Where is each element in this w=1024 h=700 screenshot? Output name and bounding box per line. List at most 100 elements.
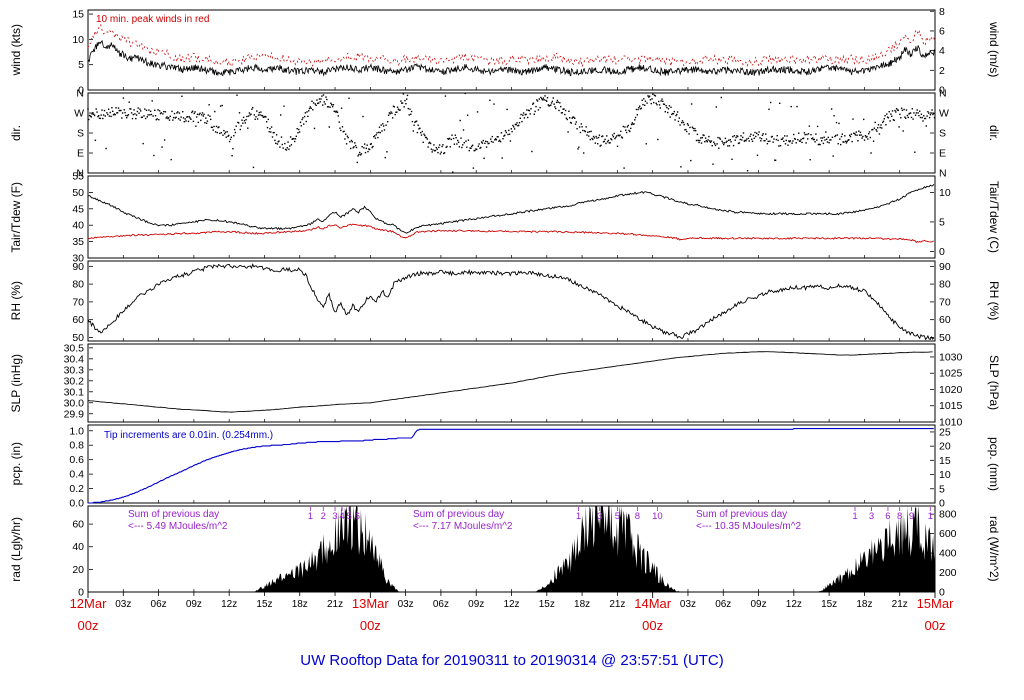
ylabel-rad-right: rad (W/m^2) bbox=[987, 516, 1001, 582]
svg-text:3: 3 bbox=[869, 511, 874, 522]
ylabel-tair-right: Tair/Tdew (C) bbox=[987, 180, 1001, 253]
svg-text:45: 45 bbox=[72, 203, 84, 215]
svg-text:800: 800 bbox=[939, 509, 957, 521]
chart-title: UW Rooftop Data for 20190311 to 20190314… bbox=[300, 652, 724, 669]
svg-text:06z: 06z bbox=[151, 599, 167, 610]
svg-text:0: 0 bbox=[939, 587, 945, 599]
rad-sum-annotation-day1: Sum of previous day <--- 5.49 MJoules/m^… bbox=[128, 509, 227, 532]
rad-sum-line1: Sum of previous day bbox=[413, 509, 505, 520]
svg-text:30.5: 30.5 bbox=[64, 342, 85, 354]
svg-text:1.0: 1.0 bbox=[69, 425, 84, 437]
svg-text:1010: 1010 bbox=[939, 416, 963, 428]
svg-text:W: W bbox=[74, 108, 84, 120]
svg-text:03z: 03z bbox=[398, 599, 414, 610]
svg-text:S: S bbox=[939, 128, 946, 140]
svg-text:9: 9 bbox=[909, 511, 914, 522]
svg-text:15: 15 bbox=[72, 9, 84, 21]
svg-text:80: 80 bbox=[939, 279, 951, 291]
svg-text:30.1: 30.1 bbox=[64, 386, 85, 398]
ylabel-wind-right: wind (m/s) bbox=[987, 22, 1001, 78]
svg-text:20: 20 bbox=[939, 441, 951, 453]
svg-text:8: 8 bbox=[635, 511, 640, 522]
svg-text:70: 70 bbox=[72, 296, 84, 308]
svg-text:4: 4 bbox=[339, 511, 344, 522]
svg-text:1: 1 bbox=[852, 511, 857, 522]
svg-text:12Mar: 12Mar bbox=[70, 596, 108, 611]
svg-text:21z: 21z bbox=[327, 599, 343, 610]
svg-text:90: 90 bbox=[939, 261, 951, 273]
svg-text:10: 10 bbox=[939, 469, 951, 481]
rad-sum-line2: <--- 10.35 MJoules/m^2 bbox=[696, 520, 802, 532]
svg-text:18z: 18z bbox=[292, 599, 308, 610]
svg-text:90: 90 bbox=[72, 261, 84, 273]
svg-text:0.0: 0.0 bbox=[69, 498, 84, 510]
rad-sum-annotation-day2: Sum of previous day <--- 7.17 MJoules/m^… bbox=[413, 509, 512, 532]
svg-text:400: 400 bbox=[939, 548, 957, 560]
svg-text:29.9: 29.9 bbox=[64, 408, 85, 420]
svg-text:E: E bbox=[939, 148, 946, 160]
svg-text:5: 5 bbox=[615, 511, 620, 522]
wind-peak-annotation: 10 min. peak winds in red bbox=[96, 14, 210, 25]
svg-text:60: 60 bbox=[939, 314, 951, 326]
svg-text:30.2: 30.2 bbox=[64, 375, 85, 387]
svg-text:N: N bbox=[939, 88, 947, 100]
svg-text:0: 0 bbox=[78, 85, 84, 97]
svg-text:8: 8 bbox=[897, 511, 902, 522]
svg-text:5: 5 bbox=[939, 216, 945, 228]
svg-text:55: 55 bbox=[72, 171, 84, 183]
ylabel-pcp-right: pcp. (mm) bbox=[987, 437, 1001, 491]
svg-text:35: 35 bbox=[72, 236, 84, 248]
svg-text:15z: 15z bbox=[256, 599, 272, 610]
svg-text:8: 8 bbox=[939, 6, 945, 18]
svg-text:2: 2 bbox=[321, 511, 326, 522]
svg-text:60: 60 bbox=[72, 314, 84, 326]
svg-text:1020: 1020 bbox=[939, 384, 963, 396]
svg-text:15z: 15z bbox=[821, 599, 837, 610]
svg-text:5: 5 bbox=[78, 59, 84, 71]
svg-text:15: 15 bbox=[939, 455, 951, 467]
svg-text:1025: 1025 bbox=[939, 368, 963, 380]
svg-text:5: 5 bbox=[347, 511, 352, 522]
svg-text:25: 25 bbox=[939, 426, 951, 438]
svg-text:0.8: 0.8 bbox=[69, 440, 84, 452]
svg-text:W: W bbox=[939, 108, 949, 120]
svg-text:12z: 12z bbox=[221, 599, 237, 610]
svg-text:21z: 21z bbox=[892, 599, 908, 610]
svg-text:6: 6 bbox=[355, 511, 360, 522]
svg-text:03z: 03z bbox=[115, 599, 131, 610]
svg-text:60: 60 bbox=[72, 519, 84, 531]
rad-sum-line2: <--- 5.49 MJoules/m^2 bbox=[128, 520, 228, 532]
ylabel-rh-left: RH (%) bbox=[9, 281, 23, 321]
svg-text:30: 30 bbox=[72, 253, 84, 265]
rad-sum-line2: <--- 7.17 MJoules/m^2 bbox=[413, 520, 513, 532]
svg-text:200: 200 bbox=[939, 567, 957, 579]
ylabel-tair-left: Tair/Tdew (F) bbox=[9, 181, 23, 253]
ylabel-wind-left: wind (kts) bbox=[9, 24, 23, 76]
svg-text:1: 1 bbox=[308, 511, 313, 522]
svg-text:15Mar: 15Mar bbox=[917, 596, 955, 611]
svg-text:10: 10 bbox=[72, 34, 84, 46]
svg-text:80: 80 bbox=[72, 279, 84, 291]
svg-text:13Mar: 13Mar bbox=[352, 596, 390, 611]
rad-sum-line1: Sum of previous day bbox=[128, 509, 220, 520]
svg-text:3: 3 bbox=[597, 511, 602, 522]
svg-text:600: 600 bbox=[939, 528, 957, 540]
svg-text:00z: 00z bbox=[642, 618, 663, 633]
svg-text:18z: 18z bbox=[574, 599, 590, 610]
svg-text:09z: 09z bbox=[186, 599, 202, 610]
rad-sum-annotation-day3: Sum of previous day <--- 10.35 MJoules/m… bbox=[696, 509, 801, 532]
svg-text:10: 10 bbox=[939, 187, 951, 199]
svg-text:50: 50 bbox=[72, 332, 84, 344]
ylabel-rad-left: rad (Lgly/hr) bbox=[9, 516, 23, 582]
svg-text:0: 0 bbox=[939, 85, 945, 97]
svg-text:40: 40 bbox=[72, 220, 84, 232]
svg-text:S: S bbox=[77, 128, 84, 140]
ylabel-dir-left: dir. bbox=[9, 124, 23, 141]
svg-text:0: 0 bbox=[939, 246, 945, 258]
svg-text:18z: 18z bbox=[856, 599, 872, 610]
svg-text:20: 20 bbox=[72, 564, 84, 576]
svg-text:1015: 1015 bbox=[939, 400, 963, 412]
svg-text:0.6: 0.6 bbox=[69, 454, 84, 466]
svg-text:6: 6 bbox=[939, 25, 945, 37]
svg-text:N: N bbox=[76, 88, 84, 100]
